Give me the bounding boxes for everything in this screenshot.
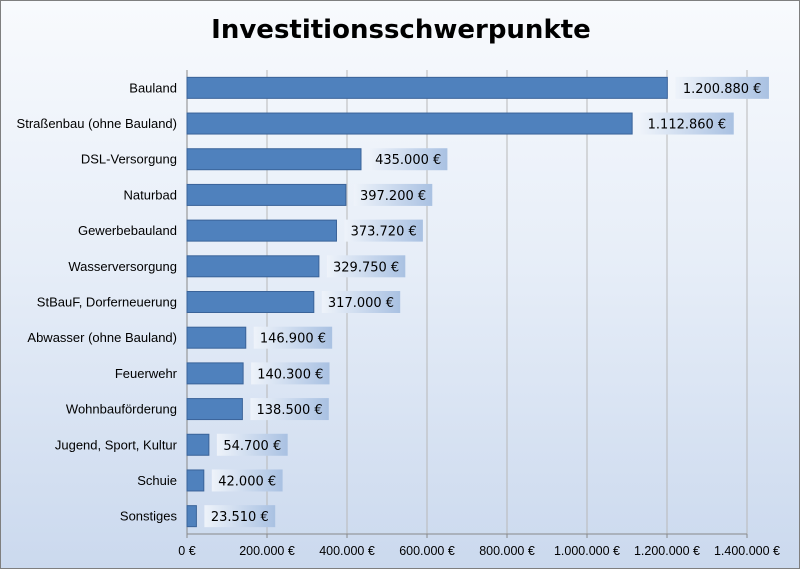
x-tick-label: 800.000 €: [479, 544, 535, 558]
category-label: Jugend, Sport, Kultur: [55, 437, 178, 452]
category-label: Bauland: [129, 80, 177, 95]
data-label: 329.750 €: [333, 260, 399, 275]
bar: [186, 326, 247, 349]
data-label: 23.510 €: [211, 510, 269, 525]
data-label: 1.200.880 €: [683, 82, 762, 97]
category-label: Wasserversorgung: [68, 259, 177, 274]
data-label-box: [251, 362, 330, 385]
bar: [186, 112, 633, 135]
data-label-box: [204, 505, 276, 528]
data-label: 140.300 €: [257, 367, 323, 382]
data-label: 397.200 €: [360, 189, 426, 204]
x-tick-label: 1.000.000 €: [554, 544, 620, 558]
bar: [186, 398, 243, 421]
category-labels: Bauland Straßenbau (ohne Bauland) DSL-Vers…: [17, 80, 178, 523]
data-label-box: [675, 76, 769, 99]
category-label: Sonstiges: [120, 509, 178, 524]
category-label: Feuerwehr: [115, 366, 178, 381]
category-label: StBauF, Dorferneuerung: [37, 295, 177, 310]
data-label: 42.000 €: [218, 474, 276, 489]
bar: [186, 362, 244, 385]
category-label: Straßenbau (ohne Bauland): [17, 116, 177, 131]
category-label: Wohnbauförderung: [66, 402, 177, 417]
data-label: 317.000 €: [328, 296, 394, 311]
bar: [186, 219, 337, 242]
category-label: Gewerbebauland: [78, 223, 177, 238]
category-label: Abwasser (ohne Bauland): [27, 330, 177, 345]
x-tick-label: 600.000 €: [399, 544, 455, 558]
bar: [186, 505, 197, 528]
data-label-box: [344, 219, 423, 242]
data-labels: 1.200.880 € 1.112.860 € 435.000 € 397.200 €…: [204, 76, 769, 528]
x-tick-label: 0 €: [178, 544, 195, 558]
data-label-box: [211, 469, 283, 492]
bar: [186, 469, 205, 492]
data-label-box: [640, 112, 734, 135]
x-tick-label: 400.000 €: [319, 544, 375, 558]
bar: [186, 255, 320, 278]
data-label: 435.000 €: [375, 153, 441, 168]
data-label: 138.500 €: [257, 403, 323, 418]
data-label-box: [353, 183, 433, 206]
bar: [186, 148, 362, 171]
data-label: 54.700 €: [223, 439, 281, 454]
chart-title: Investitionsschwerpunkte: [211, 15, 591, 45]
bar: [186, 76, 668, 99]
x-tick-label: 1.200.000 €: [634, 544, 700, 558]
data-label: 146.900 €: [260, 332, 326, 347]
category-label: DSL-Versorgung: [81, 152, 177, 167]
data-label-box: [369, 148, 448, 171]
data-label-box: [216, 433, 288, 456]
data-label-box: [250, 398, 329, 421]
data-label-box: [321, 291, 401, 313]
bars: [186, 76, 668, 528]
x-tick-labels: 0 € 200.000 € 400.000 € 600.000 € 800.000 € 1…: [178, 544, 780, 558]
data-label-box: [326, 255, 406, 278]
x-tick-label: 200.000 €: [239, 544, 295, 558]
data-label-box: [253, 326, 333, 349]
bar: [186, 183, 347, 206]
bar: [186, 433, 210, 456]
category-label: Naturbad: [124, 187, 177, 202]
data-label: 1.112.860 €: [648, 118, 727, 133]
category-label: Schuie: [137, 473, 177, 488]
x-tick-label: 1.400.000 €: [714, 544, 780, 558]
bar: [186, 291, 315, 313]
data-label: 373.720 €: [351, 225, 417, 240]
